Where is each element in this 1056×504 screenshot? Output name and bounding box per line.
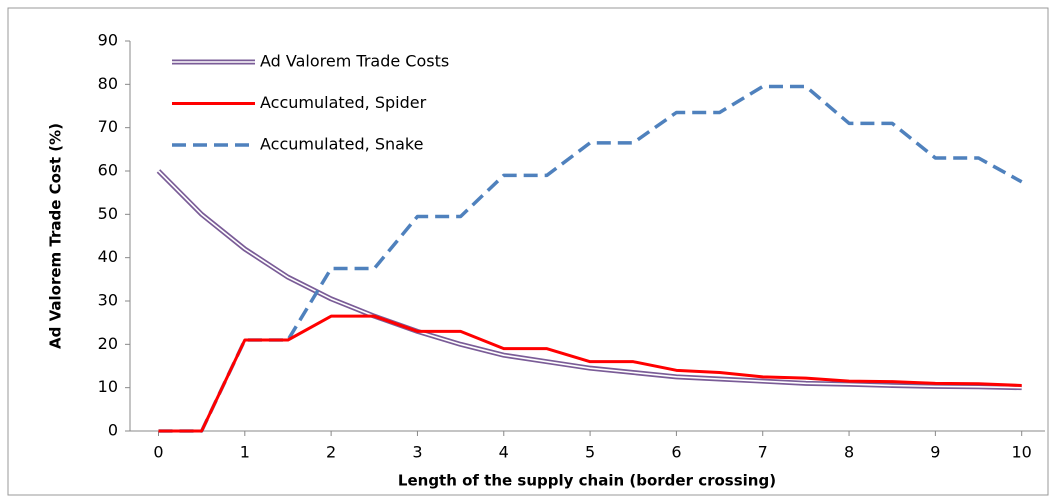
y-tick-label: 90 (98, 31, 118, 50)
series-line-inner (157, 170, 1022, 389)
y-tick-label: 50 (98, 204, 118, 223)
y-tick-label: 20 (98, 334, 118, 353)
y-tick-label: 60 (98, 161, 118, 180)
x-tick-label: 9 (930, 443, 940, 462)
y-tick-label: 80 (98, 74, 118, 93)
series-line (158, 314, 1022, 433)
y-axis-title: Ad Valorem Trade Cost (%) (47, 123, 65, 349)
x-tick-label: 0 (153, 443, 163, 462)
y-tick-label: 40 (98, 247, 118, 266)
legend-label: Accumulated, Snake (260, 135, 423, 154)
x-tick-label: 4 (499, 443, 509, 462)
y-tick-label: 0 (108, 421, 118, 440)
y-tick-label: 10 (98, 377, 118, 396)
x-tick-label: 10 (1012, 443, 1032, 462)
x-tick-label: 8 (844, 443, 854, 462)
x-axis-title: Length of the supply chain (border cross… (398, 472, 776, 490)
y-tick-label: 70 (98, 117, 118, 136)
series-line (158, 84, 1023, 433)
x-tick-label: 6 (671, 443, 681, 462)
x-tick-label: 3 (412, 443, 422, 462)
legend-label: Ad Valorem Trade Costs (260, 52, 449, 71)
chart-frame (7, 7, 1049, 496)
x-tick-label: 2 (326, 443, 336, 462)
legend-label: Accumulated, Spider (260, 93, 427, 112)
x-tick-label: 7 (758, 443, 768, 462)
x-tick-label: 5 (585, 443, 595, 462)
x-tick-label: 1 (240, 443, 250, 462)
y-tick-label: 30 (98, 291, 118, 310)
